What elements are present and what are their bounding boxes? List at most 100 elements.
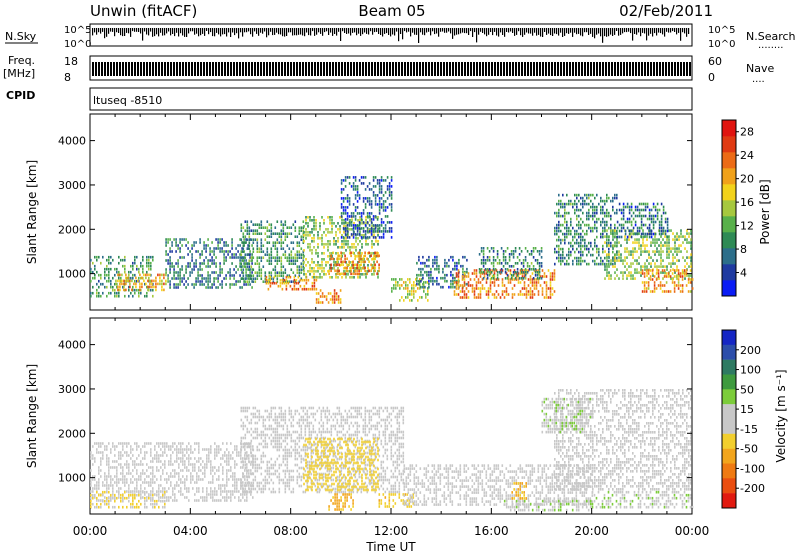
power-cell <box>90 270 92 274</box>
power-cell <box>258 232 261 235</box>
power-cell <box>395 284 397 287</box>
power-cell <box>510 274 513 277</box>
power-cell <box>368 182 371 185</box>
power-cell <box>369 219 371 222</box>
power-cell <box>199 238 201 241</box>
velocity-cell <box>244 454 246 457</box>
velocity-cell <box>174 484 176 487</box>
power-cell <box>467 296 470 299</box>
power-cell <box>271 281 274 285</box>
noise-bar <box>474 28 476 33</box>
power-cell <box>411 290 413 293</box>
power-cell <box>108 279 110 283</box>
power-cell <box>315 270 317 273</box>
velocity-cell <box>176 457 178 460</box>
power-cell <box>526 271 529 274</box>
power-cell <box>541 269 544 272</box>
power-cell <box>276 250 279 253</box>
power-cell <box>331 222 333 225</box>
power-cell <box>248 259 251 262</box>
power-cell <box>244 229 247 232</box>
power-cell <box>374 176 377 179</box>
velocity-cell <box>110 478 112 481</box>
noise-panel-frame <box>89 23 693 47</box>
power-cell <box>659 287 662 290</box>
power-ylabel: Slant Range [km] <box>25 160 39 264</box>
power-cell <box>576 193 578 197</box>
power-cell <box>337 261 339 264</box>
power-cell <box>562 202 564 206</box>
velocity-cell <box>114 499 116 503</box>
power-cell <box>358 227 361 230</box>
velocity-cell <box>110 466 112 469</box>
power-cell <box>167 280 169 283</box>
power-cell <box>358 251 360 255</box>
power-cell <box>177 283 179 286</box>
velocity-cell <box>216 478 218 481</box>
power-cell <box>588 211 590 215</box>
freq-bar <box>128 62 130 76</box>
power-cell <box>235 247 237 250</box>
freq-bar <box>320 62 322 76</box>
velocity-cell <box>214 487 216 490</box>
power-cell <box>515 272 518 275</box>
power-cell <box>624 229 627 233</box>
power-cell <box>311 219 313 222</box>
power-cell <box>341 240 343 243</box>
noise-bar <box>480 28 482 32</box>
power-cell <box>337 276 339 279</box>
power-cell <box>339 246 341 249</box>
velocity-cells <box>90 389 694 512</box>
power-cell <box>518 253 521 256</box>
power-cell <box>309 249 311 252</box>
velocity-cell <box>144 487 146 490</box>
power-cell <box>197 274 199 277</box>
velocity-cell <box>252 445 254 448</box>
power-cell <box>630 214 633 218</box>
power-cell <box>630 232 632 235</box>
power-cell <box>197 280 199 283</box>
power-cell <box>370 200 373 203</box>
noise-bar <box>512 28 514 33</box>
power-cell <box>511 293 514 296</box>
power-cell <box>518 277 521 280</box>
power-cell <box>104 276 106 280</box>
power-cell <box>252 277 255 280</box>
velocity-cell <box>132 490 134 493</box>
power-cell <box>356 263 358 267</box>
power-cell <box>576 208 578 212</box>
power-cell <box>340 206 343 209</box>
power-cell <box>280 220 283 223</box>
power-cell <box>650 265 652 268</box>
noise-bar <box>216 28 218 33</box>
power-cell <box>675 275 678 278</box>
power-cell <box>350 215 353 218</box>
velocity-cell <box>236 478 238 481</box>
power-cell <box>411 293 413 296</box>
power-cell <box>237 244 239 247</box>
power-cell <box>337 258 339 261</box>
power-cell <box>457 278 460 281</box>
power-cell <box>656 208 659 212</box>
velocity-cell <box>96 496 98 500</box>
power-cell <box>650 232 653 236</box>
power-cell <box>401 278 403 281</box>
noise-bar <box>202 28 204 34</box>
power-cell <box>388 185 391 188</box>
power-cell <box>343 243 345 246</box>
power-cell <box>125 276 127 280</box>
velocity-cell <box>106 487 108 490</box>
power-cell <box>298 253 301 256</box>
power-cell <box>365 273 367 276</box>
noise-bar <box>288 28 290 33</box>
power-cell <box>461 296 464 299</box>
velocity-cell <box>102 442 104 445</box>
power-cell <box>493 272 496 275</box>
power-cell <box>205 256 207 259</box>
power-cell <box>296 265 299 268</box>
power-cell <box>94 264 96 268</box>
power-cell <box>340 215 343 218</box>
power-cell <box>241 259 243 262</box>
velocity-cell <box>142 469 144 472</box>
velocity-cell <box>152 490 154 493</box>
